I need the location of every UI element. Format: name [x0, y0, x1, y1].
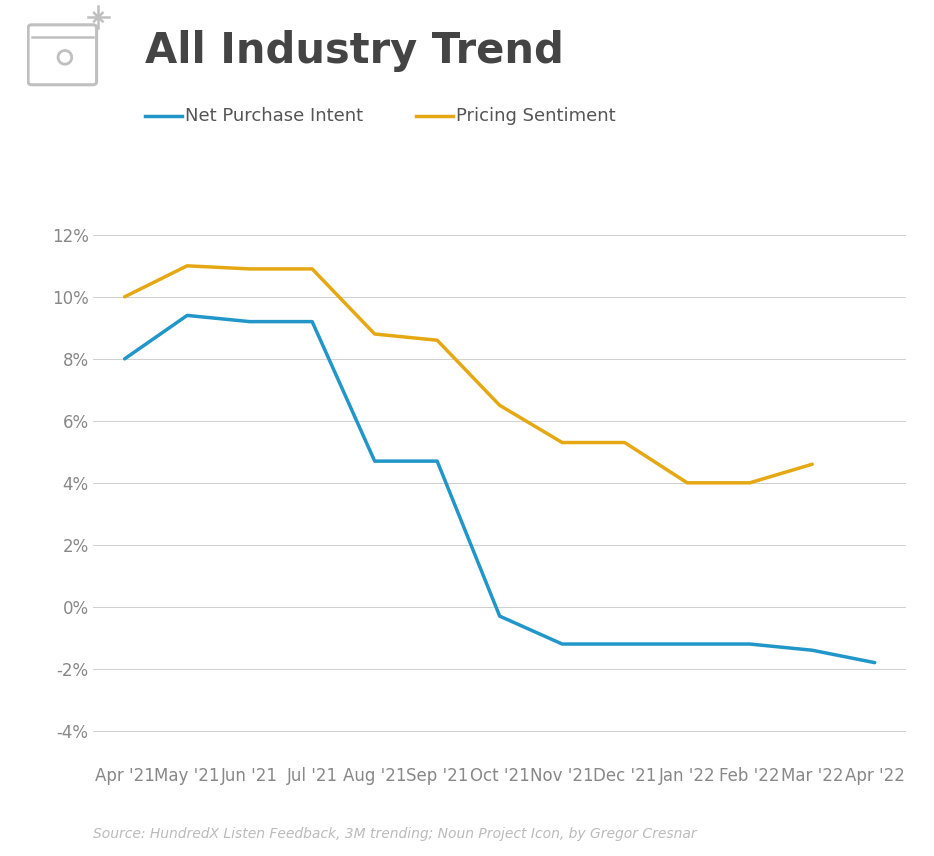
Text: Pricing Sentiment: Pricing Sentiment	[456, 106, 616, 125]
Text: Net Purchase Intent: Net Purchase Intent	[185, 106, 363, 125]
Text: Source: HundredX Listen Feedback, 3M trending; Noun Project Icon, by Gregor Cres: Source: HundredX Listen Feedback, 3M tre…	[93, 827, 697, 841]
Text: All Industry Trend: All Industry Trend	[145, 30, 563, 72]
